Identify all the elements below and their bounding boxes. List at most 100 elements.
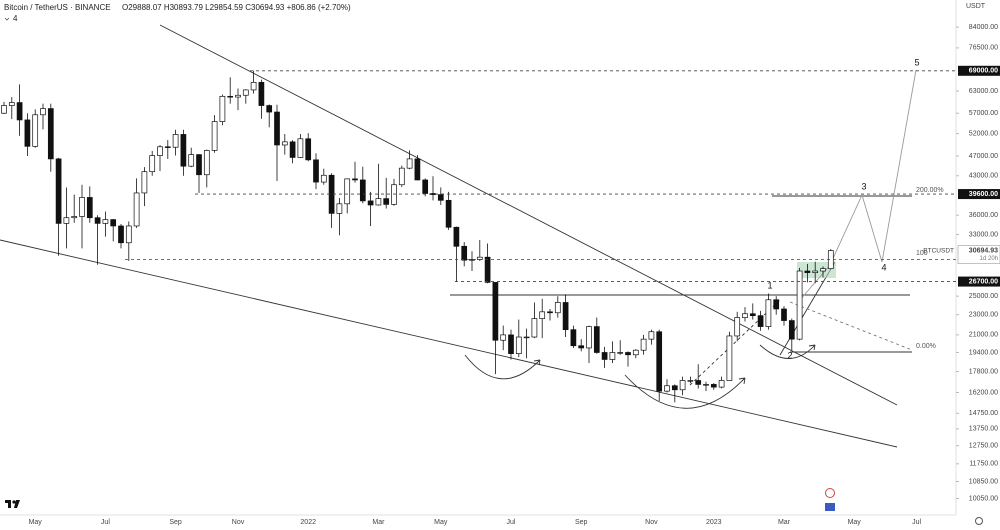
candle-body [757,315,764,327]
level-label-box [958,276,1000,287]
candle-body [63,217,70,224]
candle-body [219,95,226,122]
arc-arrow [808,344,816,351]
candle-body [523,336,530,339]
candle-body [344,178,351,205]
candle-body [94,217,101,224]
y-tick-label: 23000.00 [969,312,998,319]
candle-body [71,216,78,219]
candle-body [640,338,647,351]
candle-body [242,89,249,96]
price-label: 30694.93 [969,247,998,254]
candle-body [586,326,592,349]
logo-part [8,500,11,508]
price-countdown: 1d 20h [980,256,998,262]
x-tick-label: May [29,519,43,526]
y-tick-label: 16200.00 [969,389,998,396]
candle-body [398,167,405,186]
candle-body [632,349,639,356]
upper-trendline [159,24,898,406]
y-tick-label: 17800.00 [969,368,998,375]
candle-body [40,108,46,116]
settings-icon[interactable] [975,517,983,525]
y-tick-label: 10850.00 [969,478,998,485]
candle-body [235,94,241,98]
ohlc-text: O29888.07 H30893.79 L29854.59 C30694.93 … [122,3,351,12]
y-tick-label: 19400.00 [969,349,998,356]
flag-icon[interactable] [825,503,835,511]
candle-body [196,154,202,176]
candle-body [617,352,624,354]
y-tick-label: 76500.00 [969,45,998,52]
currency[interactable]: USDT [966,3,986,10]
x-tick-label: Jul [507,519,516,526]
x-tick-label: Nov [232,519,245,526]
candle-body [8,102,15,106]
y-tick-label: 43000.00 [969,173,998,180]
candle-body [305,138,312,161]
event-icon[interactable] [825,488,835,498]
wave-label: 5 [914,57,919,67]
wave-label: 4 [881,262,886,272]
arc [624,374,746,409]
collapse-icon[interactable] [4,17,10,21]
x-tick-label: 2022 [300,519,316,526]
candle-body [118,225,124,244]
x-tick-label: Jul [101,519,110,526]
candle-body [671,385,678,391]
y-tick-label: 33000.00 [969,231,998,238]
candle-body [266,105,273,113]
x-tick-label: Mar [372,519,385,526]
y-tick-label: 11750.00 [969,461,998,468]
lower-trendline [0,239,898,448]
candle-body [820,268,826,272]
y-tick-label: 12750.00 [969,443,998,450]
arc-arrow [738,377,746,385]
candle-body [765,299,772,327]
candle-body [47,108,54,160]
drawings [0,24,917,448]
candle-body [781,308,787,321]
x-tick-label: Jul [912,519,921,526]
candle-body [710,384,717,388]
candle-body [687,380,694,382]
wave-projection [799,69,917,301]
candle-body [648,331,655,340]
dashed-trend [789,301,913,351]
candle-body [383,198,390,205]
candle-body [593,326,600,353]
x-tick-label: Sep [169,519,182,526]
fib-label: 100 [916,250,928,257]
x-tick-label: Mar [778,519,791,526]
candle-body [274,111,280,146]
arc-arrow [533,359,541,366]
level-label-box [958,65,1000,76]
level-label-box [958,189,1000,200]
candle-body [1,105,7,114]
candle-body [352,178,358,181]
candle-body [289,141,296,158]
candle-body [55,158,62,224]
candle-body [188,154,195,167]
y-tick-label: 47000.00 [969,153,998,160]
candle-body [24,119,31,147]
candle-body [562,302,569,331]
candle-body [601,352,608,360]
arc [759,344,816,359]
candle-body [133,192,140,227]
candle-body [149,155,156,173]
candle-body [570,329,577,347]
candle-body [554,302,561,314]
price-label-box [957,245,1000,264]
candle-body [406,158,413,169]
candle-body [320,174,327,183]
symbol-title: Bitcoin / TetherUS · BINANCE [4,3,111,12]
y-tick-label: 21000.00 [969,332,998,339]
candle-body [749,313,756,317]
indicator-count[interactable]: 4 [13,14,18,23]
candle-body [297,138,304,158]
candles [1,70,834,403]
candle-body [422,179,429,194]
y-tick-label: 36000.00 [969,212,998,219]
candle-body [578,345,585,349]
